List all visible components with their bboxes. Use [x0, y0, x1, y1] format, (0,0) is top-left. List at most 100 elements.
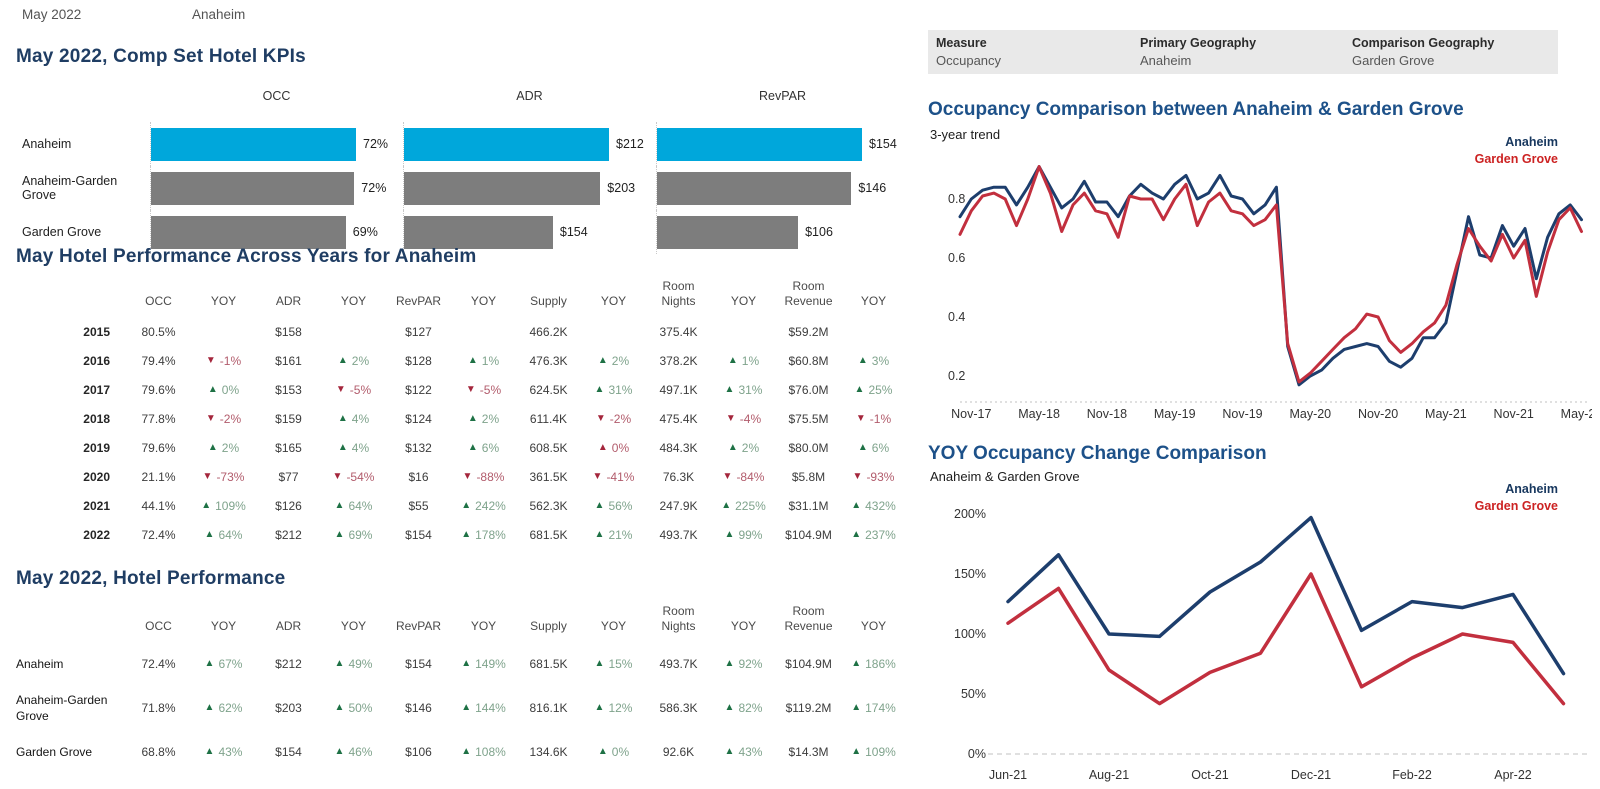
- legend-item-anaheim[interactable]: Anaheim: [1505, 135, 1558, 149]
- table-cell-value: $124: [405, 411, 432, 426]
- occupancy-trend-chart[interactable]: 0.2 0.4 0.6 0.8 Nov-17 May-18 Nov-18 May-19 Nov-…: [940, 150, 1592, 425]
- table-cell-yoy: ▼ -73%: [191, 462, 256, 491]
- kpi-bar-value: $203: [607, 181, 636, 195]
- yoy-indicator: ▲ 242%: [461, 499, 506, 513]
- yoy-indicator: ▲ 25%: [855, 383, 893, 397]
- right-panel: Measure Occupancy Primary Geography Anah…: [920, 0, 1600, 789]
- yoy-value: 178%: [475, 527, 506, 542]
- table-cell-value: $203: [275, 701, 302, 715]
- kpi-row-label: Anaheim: [22, 136, 72, 151]
- kpi-bar[interactable]: [404, 127, 609, 161]
- table-cell-yoy: ▼ -93%: [841, 462, 906, 491]
- triangle-down-icon: ▼: [855, 412, 866, 424]
- kpi-bar[interactable]: [657, 127, 862, 161]
- table-cell-value: 361.5K: [529, 469, 568, 484]
- table-cell-yoy: ▲ 225%: [711, 491, 776, 520]
- y-axis-tick-label: 0%: [968, 747, 986, 761]
- series-line-anaheim[interactable]: [1006, 515, 1566, 676]
- kpi-bar[interactable]: [404, 171, 601, 205]
- yoy-value: 46%: [348, 745, 373, 759]
- table-cell-value: $76.0M: [788, 382, 829, 397]
- table-cell-value: 72.4%: [141, 527, 176, 542]
- triangle-down-icon: ▼: [592, 470, 603, 482]
- geography-filter[interactable]: Anaheim: [192, 7, 246, 22]
- kpi-bar[interactable]: [151, 171, 355, 205]
- table-cell-yoy: ▼ -84%: [711, 462, 776, 491]
- kpi-bar[interactable]: [151, 127, 356, 161]
- table-cell-value: 476.3K: [529, 353, 568, 368]
- y-axis-tick-label: 0.6: [948, 251, 965, 265]
- triangle-down-icon: ▼: [722, 470, 733, 482]
- table-cell-value: $59.2M: [788, 324, 829, 339]
- legend-item-anaheim[interactable]: Anaheim: [1505, 482, 1558, 496]
- triangle-up-icon: ▲: [724, 528, 735, 540]
- yoy-value: 109%: [215, 498, 246, 513]
- triangle-up-icon: ▲: [467, 441, 478, 453]
- kpi-bar[interactable]: [151, 215, 346, 249]
- kpi-row-label: Anaheim-Garden Grove: [22, 173, 118, 202]
- yoy-indicator: ▲ 82%: [725, 701, 763, 715]
- yoy-value: 15%: [608, 657, 633, 671]
- column-header: YOY: [340, 619, 367, 634]
- triangle-up-icon: ▲: [597, 354, 608, 366]
- table-cell-yoy: ▲ 31%: [581, 375, 646, 404]
- yoy-value: 62%: [218, 701, 243, 715]
- legend-item-garden-grove[interactable]: Garden Grove: [1474, 152, 1558, 166]
- kpi-bar[interactable]: [404, 215, 553, 249]
- kpi-bar[interactable]: [657, 215, 799, 249]
- triangle-up-icon: ▲: [204, 702, 215, 713]
- yoy-indicator: ▼ -54%: [333, 470, 375, 484]
- table-cell-empty: [321, 317, 386, 346]
- table-cell-yoy: ▲ 12%: [581, 686, 646, 730]
- kpi-cell: $106: [656, 210, 909, 254]
- kpi-cell: 69%: [150, 210, 403, 254]
- table-cell-yoy: ▲ 109%: [191, 491, 256, 520]
- occupancy-trend-legend: Anaheim Garden Grove: [1475, 134, 1558, 168]
- measure-value[interactable]: Occupancy: [936, 53, 1002, 68]
- triangle-up-icon: ▲: [461, 658, 472, 669]
- kpi-bar[interactable]: [657, 171, 852, 205]
- table-cell-yoy: ▲ 67%: [191, 642, 256, 686]
- table-cell-value: 493.7K: [659, 657, 698, 671]
- column-header: YOY: [600, 294, 627, 309]
- triangle-up-icon: ▲: [334, 499, 345, 511]
- x-axis-tick-label: Aug-21: [1089, 768, 1129, 782]
- series-line-garden-grove[interactable]: [958, 165, 1583, 384]
- column-header: ADR: [275, 619, 302, 634]
- yoy-indicator: ▼ -2%: [206, 412, 241, 426]
- y-axis-tick-label: 0.2: [948, 369, 965, 383]
- table-cell-value: $122: [405, 382, 432, 397]
- legend-item-garden-grove[interactable]: Garden Grove: [1474, 499, 1558, 513]
- x-axis-tick-label: Nov-21: [1494, 407, 1534, 421]
- table-row-label: 2020: [83, 469, 110, 484]
- series-line-garden-grove[interactable]: [1006, 572, 1566, 706]
- table-cell-value: $104.9M: [785, 527, 832, 542]
- yoy-change-chart[interactable]: 0% 50% 100% 150% 200% Jun-21 Aug-21 Oct-21 Dec-2…: [940, 495, 1592, 787]
- table-cell-value: 79.4%: [141, 353, 176, 368]
- table-cell-yoy: ▼ -1%: [841, 404, 906, 433]
- primary-geography-value[interactable]: Anaheim: [1140, 53, 1192, 68]
- yoy-value: -5%: [349, 382, 372, 397]
- triangle-up-icon: ▲: [724, 702, 735, 713]
- table-cell-yoy: ▲ 99%: [711, 520, 776, 549]
- yoy-value: 82%: [738, 701, 763, 715]
- triangle-up-icon: ▲: [597, 441, 608, 453]
- table-cell-yoy: ▲ 3%: [841, 346, 906, 375]
- kpi-bar-value: $212: [616, 137, 644, 151]
- yoy-indicator: ▲ 62%: [205, 701, 243, 715]
- month-filter[interactable]: May 2022: [22, 7, 82, 22]
- table-cell-yoy: ▼ -1%: [191, 346, 256, 375]
- comparison-geography-value[interactable]: Garden Grove: [1352, 53, 1435, 68]
- series-line-anaheim[interactable]: [958, 165, 1583, 387]
- yoy-value: 2%: [351, 353, 370, 368]
- x-axis-tick-label: Feb-22: [1392, 768, 1432, 782]
- table-cell-value: $77: [278, 469, 299, 484]
- yoy-indicator: ▲ 2%: [338, 354, 369, 368]
- yoy-value: 242%: [475, 498, 506, 513]
- table-cell-value: 72.4%: [141, 657, 176, 671]
- table-cell-value: 608.5K: [529, 440, 568, 455]
- triangle-up-icon: ▲: [467, 354, 478, 366]
- yoy-value: -2%: [609, 411, 632, 426]
- table-cell-value: $153: [275, 382, 302, 397]
